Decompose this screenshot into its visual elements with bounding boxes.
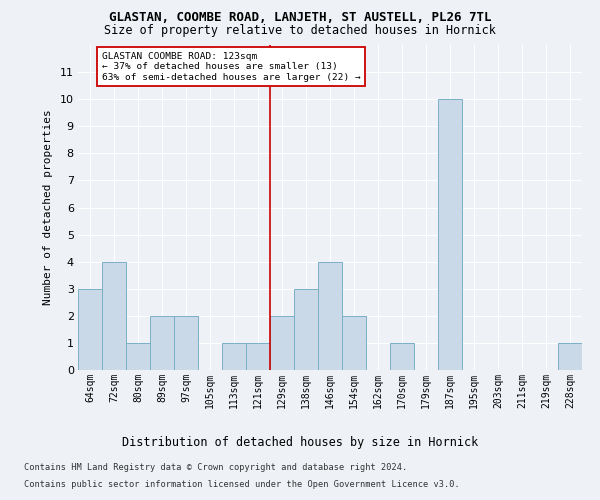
Bar — [438, 99, 462, 370]
Text: Contains public sector information licensed under the Open Government Licence v3: Contains public sector information licen… — [24, 480, 460, 489]
Bar — [270, 316, 294, 370]
Bar — [222, 343, 246, 370]
Text: GLASTAN, COOMBE ROAD, LANJETH, ST AUSTELL, PL26 7TL: GLASTAN, COOMBE ROAD, LANJETH, ST AUSTEL… — [109, 11, 491, 24]
Text: GLASTAN COOMBE ROAD: 123sqm
← 37% of detached houses are smaller (13)
63% of sem: GLASTAN COOMBE ROAD: 123sqm ← 37% of det… — [102, 52, 361, 82]
Bar — [246, 343, 270, 370]
Text: Distribution of detached houses by size in Hornick: Distribution of detached houses by size … — [122, 436, 478, 449]
Bar — [102, 262, 126, 370]
Bar — [342, 316, 366, 370]
Bar — [174, 316, 198, 370]
Bar — [126, 343, 150, 370]
Bar — [150, 316, 174, 370]
Bar — [390, 343, 414, 370]
Bar — [318, 262, 342, 370]
Y-axis label: Number of detached properties: Number of detached properties — [43, 110, 53, 306]
Text: Contains HM Land Registry data © Crown copyright and database right 2024.: Contains HM Land Registry data © Crown c… — [24, 464, 407, 472]
Text: Size of property relative to detached houses in Hornick: Size of property relative to detached ho… — [104, 24, 496, 37]
Bar — [294, 289, 318, 370]
Bar — [78, 289, 102, 370]
Bar — [558, 343, 582, 370]
